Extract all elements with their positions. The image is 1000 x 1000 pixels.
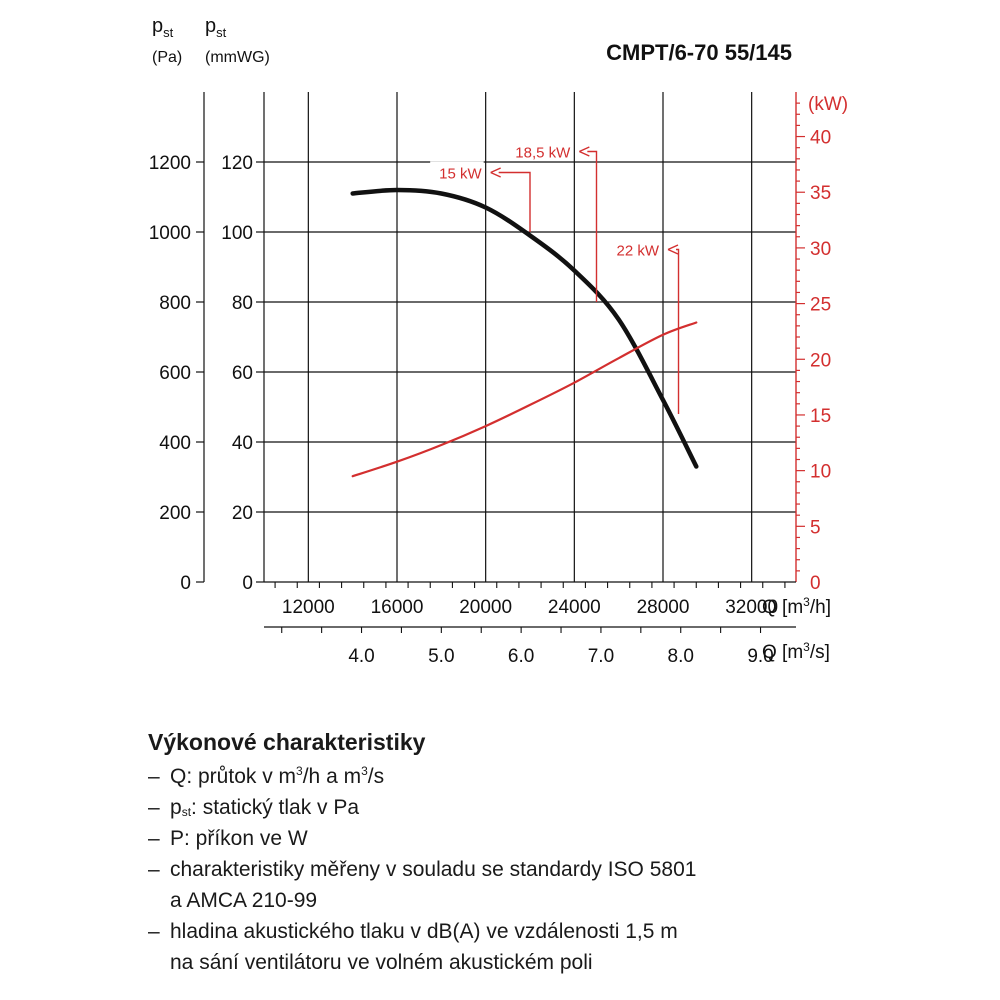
annotation-1: 18,5 kW — [499, 140, 598, 302]
x-m3h-tick-label-4: 28000 — [637, 597, 690, 618]
x-m3h-tick-label-0: 12000 — [282, 597, 335, 618]
x-m3s-tick-label-2: 6.0 — [508, 646, 534, 667]
y-kw-tick-label-1: 5 — [810, 517, 821, 538]
performance-chart: 0200400600800100012000204060801001200510… — [149, 15, 848, 667]
annotation-leader-2 — [676, 248, 680, 414]
legend-item-acoustic: hladina akustického tlaku v dB(A) ve vzd… — [148, 916, 948, 978]
y-pa-tick-label-0: 0 — [180, 573, 191, 594]
y-axis-kw-unit: (kW) — [808, 94, 848, 115]
legend-title: Výkonové charakteristiky — [148, 729, 426, 755]
x-m3s-tick-label-3: 7.0 — [588, 646, 614, 667]
x-m3h-tick-label-3: 24000 — [548, 597, 601, 618]
annotation-label-bg-2 — [607, 238, 661, 259]
y-kw-tick-label-5: 25 — [810, 295, 831, 316]
annotation-arrow-2 — [667, 244, 679, 255]
annotation-leader-1 — [587, 150, 598, 302]
annotation-arrow-1 — [579, 146, 590, 157]
x-m3h-tick-label-2: 20000 — [459, 597, 512, 618]
y-mmwg-tick-label-0: 0 — [242, 573, 253, 594]
annotation-0: 15 kW — [430, 161, 531, 232]
y-axis-mmwg-symbol: pst — [205, 15, 227, 40]
y-axis-pa-symbol: pst — [152, 15, 174, 40]
annotation-label-bg-0 — [430, 161, 484, 182]
y-kw-tick-label-6: 30 — [810, 239, 831, 260]
y-kw-tick-label-4: 20 — [810, 350, 831, 371]
chart-grid — [264, 92, 796, 582]
annotation-label-2: 22 kW — [616, 243, 659, 260]
performance-legend: Výkonové charakteristiky Q: průtok v m3/… — [148, 727, 948, 978]
chart-series — [350, 187, 699, 478]
legend-item-pressure: pst: statický tlak v Pa — [148, 792, 948, 823]
x-m3s-tick-label-5: 9.0 — [747, 646, 773, 667]
y-mmwg-tick-label-6: 120 — [221, 153, 253, 174]
y-pa-tick-label-2: 400 — [159, 433, 191, 454]
chart-ticks: 0200400600800100012000204060801001200510… — [149, 102, 831, 667]
chart-axis-labels: CMPT/6-70 55/145 pst (Pa) pst (mmWG) (kW… — [152, 15, 848, 663]
y-kw-tick-label-3: 15 — [810, 406, 831, 427]
legend-item-standards: charakteristiky měřeny v souladu se stan… — [148, 854, 948, 916]
x-m3h-tick-label-5: 32000 — [725, 597, 778, 618]
annotation-leader-0 — [498, 171, 531, 232]
legend-item-power: P: příkon ve W — [148, 823, 948, 854]
annotation-label-bg-1 — [499, 140, 573, 161]
power-curve — [351, 321, 698, 478]
y-mmwg-tick-label-4: 80 — [232, 293, 253, 314]
y-kw-tick-label-0: 0 — [810, 573, 821, 594]
y-pa-tick-label-4: 800 — [159, 293, 191, 314]
y-mmwg-tick-label-3: 60 — [232, 363, 253, 384]
pressure-curve — [350, 187, 699, 469]
x-m3h-tick-label-1: 16000 — [371, 597, 424, 618]
y-kw-tick-label-2: 10 — [810, 462, 831, 483]
x-m3s-tick-label-0: 4.0 — [348, 646, 374, 667]
y-pa-tick-label-1: 200 — [159, 503, 191, 524]
y-axis-pa-unit: (Pa) — [152, 49, 182, 66]
annotation-label-0: 15 kW — [439, 166, 482, 183]
legend-list: Q: průtok v m3/h a m3/s pst: statický tl… — [148, 761, 948, 978]
x-axis-m3h-label: Q [m3/h] — [762, 595, 831, 618]
y-mmwg-tick-label-2: 40 — [232, 433, 253, 454]
y-mmwg-tick-label-1: 20 — [232, 503, 253, 524]
y-axis-mmwg-unit: (mmWG) — [205, 49, 270, 66]
chart-title: CMPT/6-70 55/145 — [606, 40, 792, 65]
chart-annotations: 15 kW 18,5 kW 22 kW — [430, 140, 680, 414]
y-kw-tick-label-7: 35 — [810, 183, 831, 204]
annotation-2: 22 kW — [607, 238, 680, 414]
chart-axes — [203, 92, 797, 628]
legend-item-flow: Q: průtok v m3/h a m3/s — [148, 761, 948, 792]
x-m3s-tick-label-4: 8.0 — [668, 646, 694, 667]
x-axis-m3s-label: Q [m3/s] — [762, 640, 830, 663]
annotation-label-1: 18,5 kW — [515, 145, 571, 162]
annotation-arrow-0 — [490, 167, 501, 178]
y-pa-tick-label-3: 600 — [159, 363, 191, 384]
y-mmwg-tick-label-5: 100 — [221, 223, 253, 244]
y-pa-tick-label-6: 1200 — [149, 153, 191, 174]
x-m3s-tick-label-1: 5.0 — [428, 646, 454, 667]
y-pa-tick-label-5: 1000 — [149, 223, 191, 244]
y-kw-tick-label-8: 40 — [810, 128, 831, 149]
